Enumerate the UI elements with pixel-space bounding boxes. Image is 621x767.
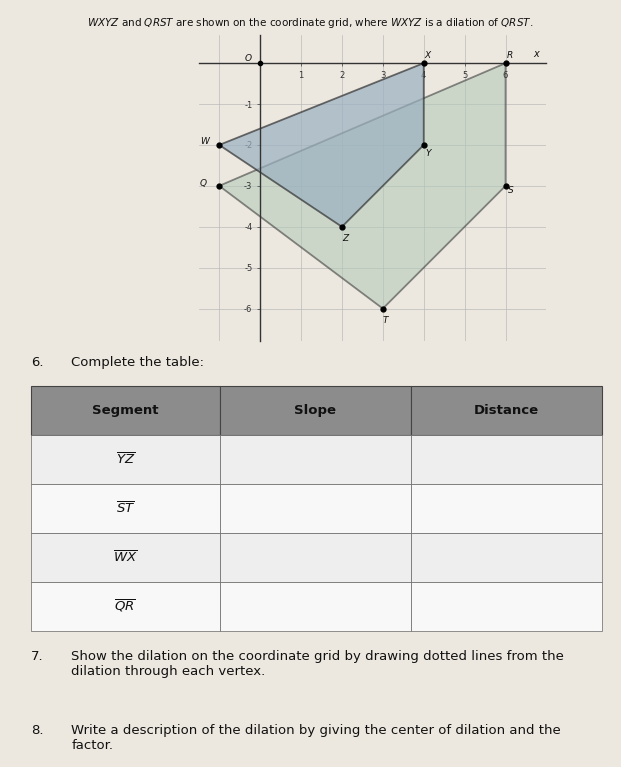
FancyBboxPatch shape: [31, 582, 220, 630]
Text: R: R: [507, 51, 513, 61]
Text: $\mathit{WXYZ}$ and $\mathit{QRST}$ are shown on the coordinate grid, where $\ma: $\mathit{WXYZ}$ and $\mathit{QRST}$ are …: [88, 16, 533, 30]
Text: 6.: 6.: [31, 356, 43, 369]
FancyBboxPatch shape: [31, 484, 220, 533]
Text: 8.: 8.: [31, 724, 43, 737]
Text: Show the dilation on the coordinate grid by drawing dotted lines from the
dilati: Show the dilation on the coordinate grid…: [71, 650, 564, 678]
Text: $\overline{WX}$: $\overline{WX}$: [113, 550, 137, 565]
Text: O: O: [244, 54, 252, 63]
Polygon shape: [219, 63, 505, 308]
Text: Q: Q: [199, 179, 206, 189]
FancyBboxPatch shape: [411, 484, 602, 533]
Text: T: T: [382, 315, 388, 324]
FancyBboxPatch shape: [220, 582, 411, 630]
FancyBboxPatch shape: [220, 386, 411, 435]
FancyBboxPatch shape: [411, 386, 602, 435]
Text: Z: Z: [342, 234, 348, 242]
Text: $\overline{QR}$: $\overline{QR}$: [114, 598, 136, 614]
Polygon shape: [219, 63, 424, 227]
FancyBboxPatch shape: [31, 533, 220, 582]
Text: Complete the table:: Complete the table:: [71, 356, 204, 369]
FancyBboxPatch shape: [411, 533, 602, 582]
FancyBboxPatch shape: [411, 435, 602, 484]
Text: S: S: [507, 186, 514, 196]
FancyBboxPatch shape: [220, 435, 411, 484]
Text: $\overline{ST}$: $\overline{ST}$: [116, 501, 135, 516]
FancyBboxPatch shape: [411, 582, 602, 630]
FancyBboxPatch shape: [31, 435, 220, 484]
FancyBboxPatch shape: [31, 386, 220, 435]
Text: $\overline{YZ}$: $\overline{YZ}$: [116, 452, 135, 467]
Text: Distance: Distance: [474, 404, 539, 417]
Text: 7.: 7.: [31, 650, 43, 663]
Text: X: X: [424, 51, 430, 61]
Text: x: x: [533, 49, 539, 59]
Text: Slope: Slope: [294, 404, 337, 417]
Text: Y: Y: [425, 149, 430, 158]
FancyBboxPatch shape: [220, 533, 411, 582]
Text: Write a description of the dilation by giving the center of dilation and the
fac: Write a description of the dilation by g…: [71, 724, 561, 752]
Text: Segment: Segment: [92, 404, 158, 417]
Text: W: W: [201, 137, 209, 146]
FancyBboxPatch shape: [220, 484, 411, 533]
